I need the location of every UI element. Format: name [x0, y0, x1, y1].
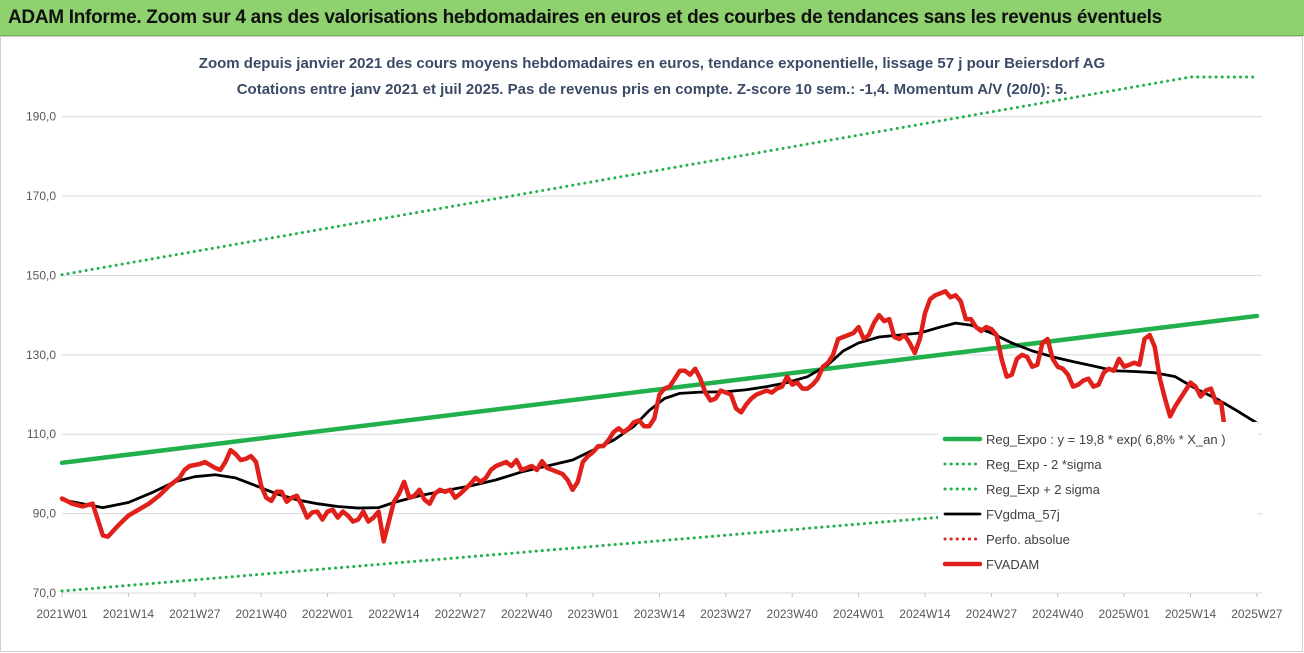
x-tick-label: 2024W40 — [1032, 607, 1084, 621]
chart-frame — [0, 36, 1303, 652]
y-tick-label: 70,0 — [33, 586, 57, 600]
legend-label: FVgdma_57j — [986, 507, 1060, 522]
series-line-reg-exp-2-sigma — [60, 75, 1259, 277]
x-tick-label: 2025W01 — [1098, 607, 1150, 621]
y-tick-label: 130,0 — [26, 348, 56, 362]
legend-label: FVADAM — [986, 557, 1039, 572]
y-tick-label: 170,0 — [26, 189, 56, 203]
x-tick-label: 2021W27 — [169, 607, 221, 621]
legend-label: Perfo. absolue — [986, 532, 1070, 547]
x-tick-label: 2023W27 — [700, 607, 752, 621]
x-tick-label: 2024W01 — [833, 607, 885, 621]
x-tick-label: 2023W40 — [767, 607, 819, 621]
x-tick-label: 2024W27 — [966, 607, 1018, 621]
legend-label: Reg_Expo : y = 19,8 * exp( 6,8% * X_an ) — [986, 432, 1226, 447]
legend-label: Reg_Exp + 2 sigma — [986, 482, 1101, 497]
series-line-fvgdma-57j — [60, 321, 1259, 510]
x-tick-label: 2023W01 — [567, 607, 619, 621]
header-banner: ADAM Informe. Zoom sur 4 ans des valoris… — [0, 0, 1304, 36]
x-tick-label: 2022W01 — [302, 607, 354, 621]
x-tick-label: 2022W40 — [501, 607, 553, 621]
x-tick-label: 2025W14 — [1165, 607, 1217, 621]
chart-subtitle: Cotations entre janv 2021 et juil 2025. … — [237, 81, 1068, 98]
page-title: ADAM Informe. Zoom sur 4 ans des valoris… — [8, 7, 1162, 28]
legend: Reg_Expo : y = 19,8 * exp( 6,8% * X_an )… — [938, 422, 1258, 582]
x-tick-label: 2024W14 — [899, 607, 951, 621]
x-tick-label: 2021W14 — [103, 607, 155, 621]
y-tick-label: 150,0 — [26, 268, 56, 282]
y-tick-label: 190,0 — [26, 110, 56, 124]
y-tick-label: 90,0 — [33, 507, 57, 521]
chart-title: Zoom depuis janvier 2021 des cours moyen… — [199, 55, 1105, 72]
x-tick-label: 2022W14 — [368, 607, 420, 621]
y-tick-label: 110,0 — [27, 427, 56, 441]
x-tick-label: 2021W01 — [36, 607, 88, 621]
gridlines — [62, 116, 1262, 594]
legend-background — [938, 422, 1258, 582]
series-line-fvadam — [59, 289, 1239, 544]
y-axis: 70,0 90,0 110,0 130,0 150,0 170,0 190,0 — [26, 110, 56, 600]
x-tick-label: 2023W14 — [634, 607, 686, 621]
legend-label: Reg_Exp - 2 *sigma — [986, 457, 1102, 472]
x-tick-label: 2022W27 — [435, 607, 487, 621]
x-tick-label: 2021W40 — [235, 607, 287, 621]
series-line-reg-expo-y-19-8-exp-6-8-x-an — [59, 313, 1260, 466]
x-axis: 2021W01 2021W14 2021W27 2021W40 2022W01 2022W… — [36, 593, 1283, 621]
x-tick-label: 2025W27 — [1231, 607, 1283, 621]
